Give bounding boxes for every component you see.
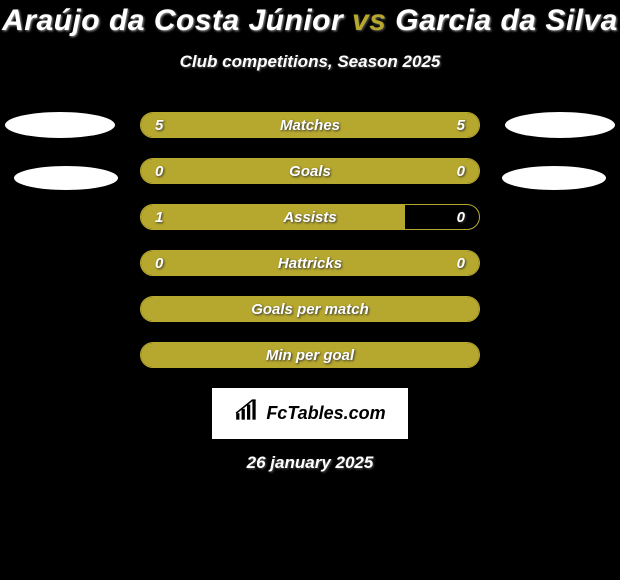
chart-icon	[234, 398, 260, 429]
stats-area: Matches55Goals00Assists10Hattricks00Goal…	[0, 112, 620, 382]
stat-left-value: 0	[155, 159, 163, 183]
stat-right-value: 0	[457, 205, 465, 229]
stat-label: Assists	[141, 205, 479, 229]
stat-row-matches: Matches5 5	[140, 112, 480, 138]
fctables-logo: FcTables.com	[212, 388, 407, 439]
stat-left-value: 5	[155, 113, 163, 137]
stat-label: Min per goal	[141, 343, 479, 367]
stat-left-value: 0	[155, 251, 163, 275]
player1-badge-placeholder-2	[14, 166, 118, 190]
stat-row-goals: Goals0 0	[140, 158, 480, 184]
player1-badge-placeholder	[5, 112, 115, 138]
subtitle: Club competitions, Season 2025	[0, 52, 620, 72]
player2-name: Garcia da Silva	[395, 4, 618, 37]
stat-row-hattricks: Hattricks0 0	[140, 250, 480, 276]
stat-bars: Matches55Goals00Assists10Hattricks00Goal…	[140, 112, 480, 388]
comparison-infographic: Araújo da Costa Júnior vs Garcia da Silv…	[0, 0, 620, 473]
stat-label: Matches	[141, 113, 479, 137]
stat-label: Goals	[141, 159, 479, 183]
stat-label: Hattricks	[141, 251, 479, 275]
stat-label: Goals per match	[141, 297, 479, 321]
stat-right-value: 0	[457, 251, 465, 275]
vs-text: vs	[352, 4, 386, 37]
page-title: Araújo da Costa Júnior vs Garcia da Silv…	[0, 4, 620, 38]
player2-badge-placeholder	[505, 112, 615, 138]
stat-right-value: 5	[457, 113, 465, 137]
stat-row-gpm: Goals per match	[140, 296, 480, 322]
stat-row-assists: Assists1 0	[140, 204, 480, 230]
logo-text: FcTables.com	[266, 403, 385, 424]
stat-left-value: 1	[155, 205, 163, 229]
player1-name: Araújo da Costa Júnior	[2, 4, 343, 37]
date-text: 26 january 2025	[0, 453, 620, 473]
player2-badge-placeholder-2	[502, 166, 606, 190]
stat-right-value: 0	[457, 159, 465, 183]
stat-row-mpg: Min per goal	[140, 342, 480, 368]
